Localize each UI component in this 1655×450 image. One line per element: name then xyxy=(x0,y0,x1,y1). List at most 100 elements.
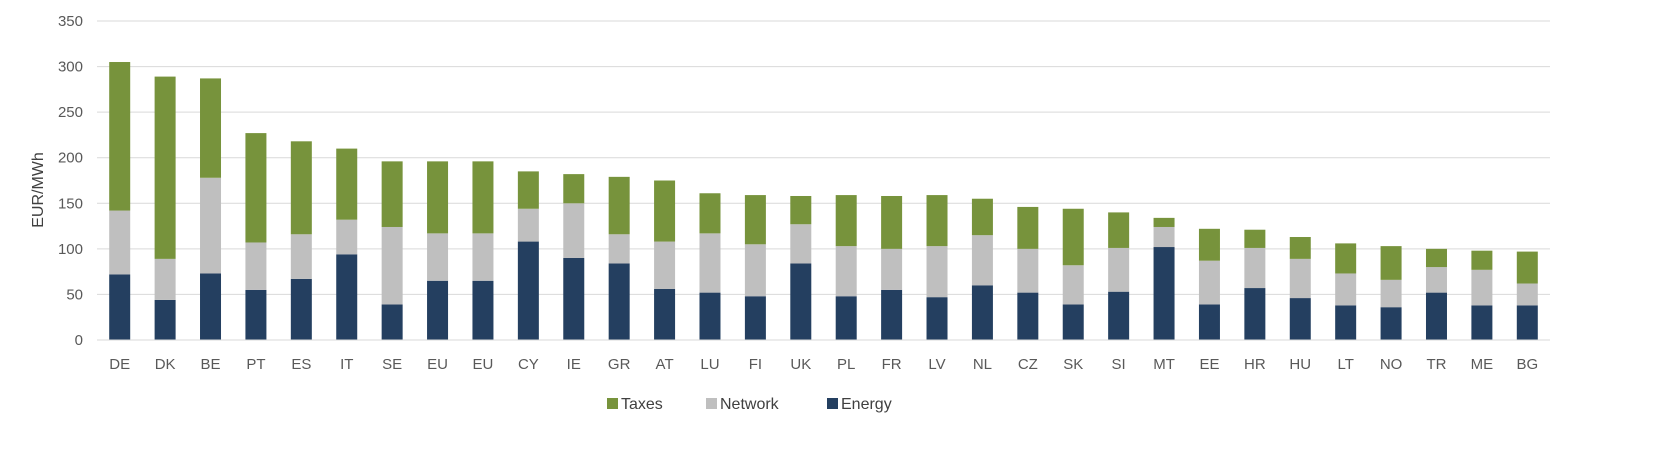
bar-energy-de xyxy=(109,274,131,340)
bar-energy-hu xyxy=(1289,298,1311,340)
bar-network-it xyxy=(336,219,358,255)
bar-network-es xyxy=(290,234,312,279)
bar-network-eu xyxy=(472,233,494,281)
bar-energy-pt xyxy=(245,289,267,340)
bar-network-pt xyxy=(245,242,267,290)
bar-energy-lu xyxy=(699,292,721,340)
x-tick-label: CZ xyxy=(1018,356,1038,373)
bar-network-be xyxy=(200,177,222,274)
legend-label-taxes: Taxes xyxy=(621,396,663,413)
bar-energy-gr xyxy=(608,263,630,340)
x-tick-label: IE xyxy=(567,356,581,373)
bar-taxes-lu xyxy=(699,193,721,234)
x-tick-label: BG xyxy=(1516,356,1538,373)
x-tick-label: NO xyxy=(1380,356,1403,373)
bar-energy-se xyxy=(381,304,403,340)
bar-taxes-be xyxy=(200,78,222,178)
bar-energy-hr xyxy=(1244,288,1266,340)
x-axis-ticks: DE DK BE PT ES IT SE EU EU CY IE GR AT LU FI UK PL FR LV NL… xyxy=(109,356,1538,373)
x-tick-label: MT xyxy=(1153,356,1175,373)
bar-taxes-fi xyxy=(744,195,766,245)
bar-energy-fr xyxy=(881,289,903,340)
bar-taxes-nl xyxy=(971,198,993,236)
bar-network-fr xyxy=(881,248,903,290)
legend: Taxes Network Energy xyxy=(607,396,892,413)
y-tick-label: 100 xyxy=(58,241,83,258)
bar-network-mt xyxy=(1153,226,1175,248)
x-tick-label: IT xyxy=(340,356,353,373)
legend-label-energy: Energy xyxy=(841,396,892,413)
bar-network-uk xyxy=(790,224,812,264)
gridlines xyxy=(97,20,1550,295)
bar-taxes-sk xyxy=(1062,208,1084,266)
bar-taxes-de xyxy=(109,62,131,211)
bar-network-pl xyxy=(835,246,857,297)
bar-network-cy xyxy=(517,208,539,242)
bar-taxes-hu xyxy=(1289,237,1311,259)
x-tick-label: EU xyxy=(473,356,494,373)
bar-energy-bg xyxy=(1516,305,1538,340)
bar-network-tr xyxy=(1425,267,1447,293)
y-axis-ticks: 0 50 100 150 200 250 300 350 xyxy=(58,13,83,349)
bar-taxes-mt xyxy=(1153,217,1175,227)
bar-network-lv xyxy=(926,246,948,298)
bar-energy-tr xyxy=(1425,292,1447,340)
bar-energy-eu xyxy=(427,280,449,340)
bar-energy-be xyxy=(200,273,222,340)
x-tick-label: CY xyxy=(518,356,539,373)
bar-energy-sk xyxy=(1062,304,1084,340)
bar-energy-lt xyxy=(1335,305,1357,340)
bar-energy-fi xyxy=(744,296,766,340)
bar-network-cz xyxy=(1017,248,1039,293)
bar-network-at xyxy=(654,241,676,289)
bar-network-se xyxy=(381,226,403,305)
bar-energy-it xyxy=(336,254,358,340)
bar-taxes-dk xyxy=(154,76,176,259)
legend-label-network: Network xyxy=(720,396,780,413)
x-tick-label: DE xyxy=(109,356,130,373)
bar-energy-ee xyxy=(1198,304,1220,340)
bar-energy-ie xyxy=(563,257,585,340)
bar-taxes-uk xyxy=(790,195,812,225)
bar-taxes-tr xyxy=(1425,248,1447,268)
x-tick-label: PT xyxy=(246,356,265,373)
bar-network-me xyxy=(1471,269,1493,306)
bar-taxes-eu xyxy=(427,161,449,234)
y-tick-label: 50 xyxy=(66,286,83,303)
bar-taxes-me xyxy=(1471,250,1493,270)
x-tick-label: SK xyxy=(1063,356,1083,373)
x-tick-label: ES xyxy=(291,356,311,373)
bar-taxes-lv xyxy=(926,195,948,247)
bar-taxes-lt xyxy=(1335,243,1357,274)
bar-network-sk xyxy=(1062,265,1084,305)
bar-network-nl xyxy=(971,235,993,286)
bar-network-hr xyxy=(1244,247,1266,289)
bar-taxes-no xyxy=(1380,246,1402,280)
x-tick-label: SI xyxy=(1112,356,1126,373)
x-tick-label: FI xyxy=(749,356,762,373)
bar-taxes-eu xyxy=(472,161,494,234)
x-tick-label: BE xyxy=(201,356,221,373)
bar-energy-mt xyxy=(1153,247,1175,340)
x-tick-label: AT xyxy=(656,356,674,373)
y-tick-label: 250 xyxy=(58,104,83,121)
bar-taxes-ee xyxy=(1198,228,1220,261)
y-tick-label: 150 xyxy=(58,195,83,212)
bar-energy-cy xyxy=(517,241,539,340)
x-tick-label: HR xyxy=(1244,356,1266,373)
x-tick-label: UK xyxy=(790,356,811,373)
bar-taxes-pl xyxy=(835,195,857,247)
bar-taxes-fr xyxy=(881,195,903,249)
bar-energy-es xyxy=(290,278,312,340)
x-tick-label: SE xyxy=(382,356,402,373)
bar-network-eu xyxy=(427,233,449,281)
x-tick-label: HU xyxy=(1289,356,1311,373)
x-tick-label: ME xyxy=(1471,356,1494,373)
bar-network-hu xyxy=(1289,258,1311,299)
bar-network-ie xyxy=(563,203,585,258)
bar-energy-me xyxy=(1471,305,1493,340)
x-tick-label: LU xyxy=(700,356,719,373)
bar-network-gr xyxy=(608,234,630,264)
x-tick-label: LT xyxy=(1337,356,1353,373)
bar-taxes-cz xyxy=(1017,206,1039,249)
